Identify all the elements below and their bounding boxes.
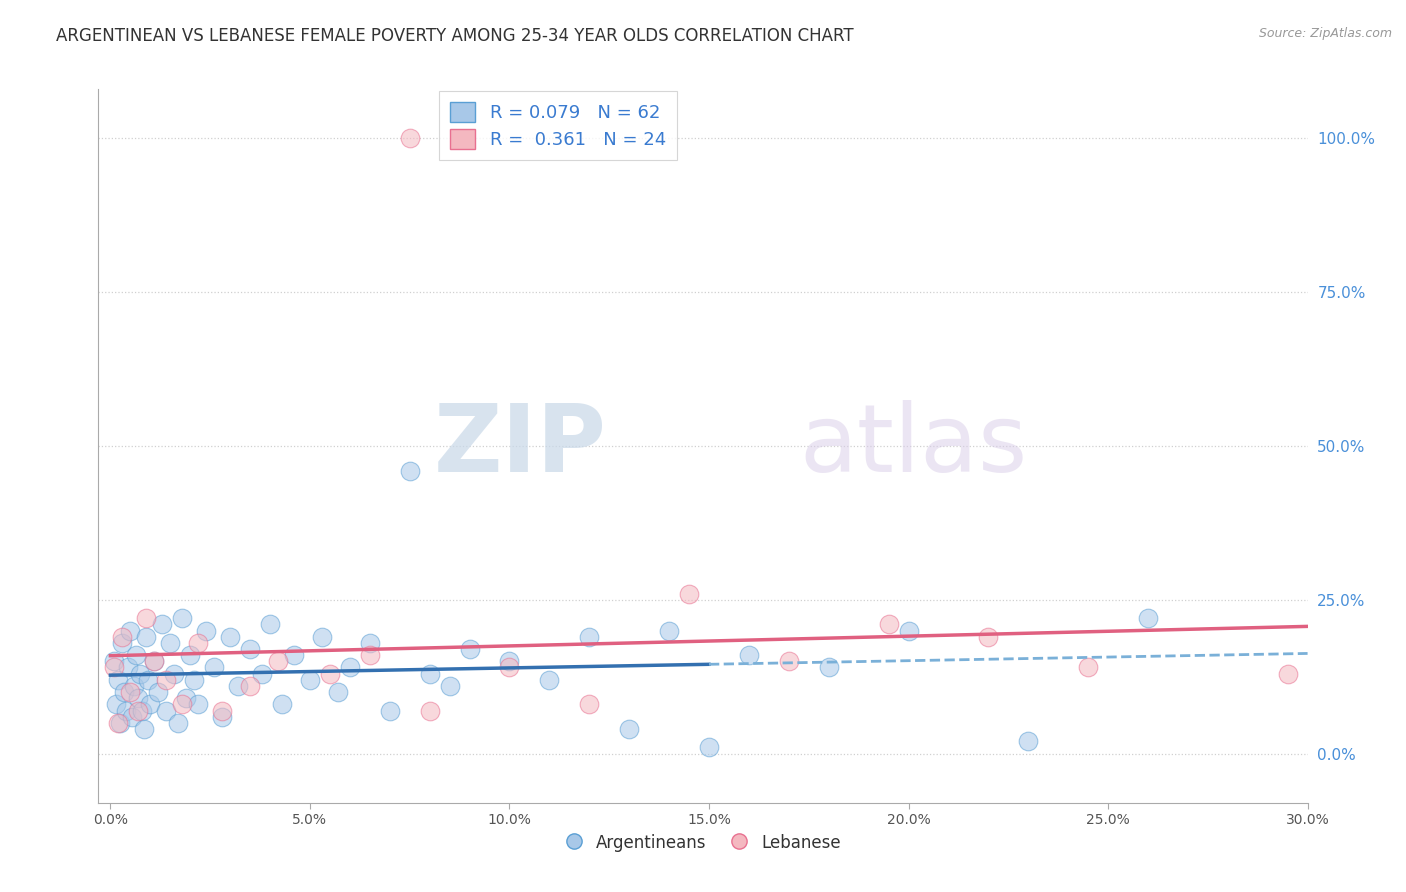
Legend: Argentineans, Lebanese: Argentineans, Lebanese: [558, 828, 848, 859]
Point: [120, 685, 142, 699]
Point: [697, 740, 720, 755]
Point: [311, 630, 333, 644]
Point: [617, 722, 640, 736]
Point: [117, 660, 139, 674]
Point: [143, 654, 166, 668]
Point: [159, 636, 181, 650]
Point: [148, 685, 170, 699]
Point: [378, 704, 401, 718]
Point: [135, 611, 157, 625]
Point: [498, 660, 520, 674]
Text: ZIP: ZIP: [433, 400, 606, 492]
Point: [319, 666, 342, 681]
Point: [115, 704, 138, 718]
Point: [439, 679, 461, 693]
Point: [103, 660, 125, 674]
Point: [239, 642, 262, 657]
Point: [111, 630, 134, 644]
Point: [578, 698, 600, 712]
Point: [172, 698, 194, 712]
Point: [538, 673, 561, 687]
Point: [267, 654, 290, 668]
Point: [1277, 666, 1299, 681]
Text: atlas: atlas: [800, 400, 1028, 492]
Point: [103, 654, 125, 668]
Point: [578, 630, 600, 644]
Point: [398, 131, 420, 145]
Point: [179, 648, 201, 662]
Point: [298, 673, 321, 687]
Point: [129, 666, 152, 681]
Point: [112, 685, 135, 699]
Point: [134, 722, 156, 736]
Point: [139, 698, 162, 712]
Point: [1077, 660, 1099, 674]
Point: [359, 648, 381, 662]
Point: [107, 673, 129, 687]
Point: [1136, 611, 1159, 625]
Point: [419, 704, 441, 718]
Point: [172, 611, 194, 625]
Point: [259, 617, 281, 632]
Point: [226, 679, 249, 693]
Point: [877, 617, 900, 632]
Point: [678, 587, 700, 601]
Point: [183, 673, 205, 687]
Point: [498, 654, 520, 668]
Point: [110, 715, 132, 730]
Point: [155, 673, 177, 687]
Point: [174, 691, 197, 706]
Point: [897, 624, 920, 638]
Point: [195, 624, 218, 638]
Point: [131, 704, 153, 718]
Point: [120, 624, 142, 638]
Point: [127, 691, 149, 706]
Point: [283, 648, 305, 662]
Point: [219, 630, 242, 644]
Point: [107, 715, 129, 730]
Point: [359, 636, 381, 650]
Point: [778, 654, 800, 668]
Point: [150, 617, 173, 632]
Point: [211, 704, 233, 718]
Point: [127, 704, 149, 718]
Point: [1017, 734, 1039, 748]
Point: [817, 660, 839, 674]
Point: [143, 654, 166, 668]
Point: [187, 636, 209, 650]
Text: Source: ZipAtlas.com: Source: ZipAtlas.com: [1258, 27, 1392, 40]
Point: [136, 673, 159, 687]
Point: [658, 624, 681, 638]
Point: [398, 464, 420, 478]
Point: [135, 630, 157, 644]
Point: [977, 630, 1000, 644]
Point: [202, 660, 225, 674]
Point: [167, 715, 190, 730]
Point: [326, 685, 349, 699]
Point: [125, 648, 148, 662]
Point: [239, 679, 262, 693]
Point: [155, 704, 177, 718]
Point: [211, 709, 233, 723]
Point: [458, 642, 481, 657]
Point: [271, 698, 294, 712]
Point: [738, 648, 761, 662]
Point: [163, 666, 186, 681]
Point: [105, 698, 128, 712]
Point: [419, 666, 441, 681]
Point: [339, 660, 361, 674]
Point: [250, 666, 273, 681]
Point: [111, 636, 134, 650]
Point: [124, 679, 146, 693]
Point: [187, 698, 209, 712]
Point: [121, 709, 143, 723]
Text: ARGENTINEAN VS LEBANESE FEMALE POVERTY AMONG 25-34 YEAR OLDS CORRELATION CHART: ARGENTINEAN VS LEBANESE FEMALE POVERTY A…: [56, 27, 853, 45]
